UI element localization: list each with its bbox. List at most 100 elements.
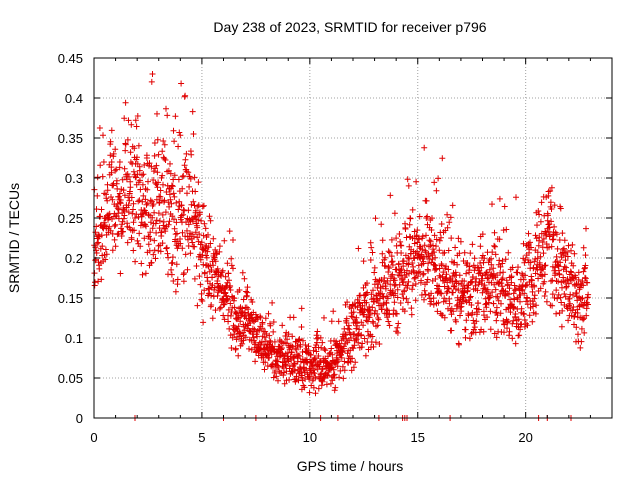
data-point xyxy=(136,197,143,204)
data-point xyxy=(570,262,577,269)
data-point xyxy=(200,319,207,326)
data-point xyxy=(386,249,393,256)
data-point xyxy=(527,259,534,266)
data-point xyxy=(494,312,501,319)
data-point xyxy=(506,328,513,335)
data-point xyxy=(129,210,136,217)
data-point xyxy=(147,219,154,226)
data-point xyxy=(208,292,214,299)
data-point xyxy=(161,155,168,162)
data-point xyxy=(93,250,100,256)
data-point xyxy=(482,301,489,308)
data-point xyxy=(428,290,435,297)
data-point xyxy=(154,169,161,176)
data-point xyxy=(164,112,171,119)
data-point xyxy=(436,237,443,244)
data-point xyxy=(379,250,386,257)
data-point xyxy=(170,278,177,284)
data-point xyxy=(507,309,514,316)
x-tick-label: 0 xyxy=(90,430,97,445)
x-tick-label: 20 xyxy=(518,430,532,445)
data-point xyxy=(112,243,119,250)
data-point xyxy=(538,199,545,206)
data-point xyxy=(190,233,197,240)
data-point xyxy=(230,237,236,243)
data-point xyxy=(202,225,209,232)
data-point xyxy=(126,173,132,180)
data-point xyxy=(360,322,367,329)
data-point xyxy=(444,211,451,218)
data-point xyxy=(496,257,503,264)
data-point xyxy=(187,250,194,257)
data-point xyxy=(226,228,233,235)
data-point xyxy=(107,227,114,234)
data-point xyxy=(440,269,447,276)
x-axis-title: GPS time / hours xyxy=(297,458,404,474)
data-point xyxy=(370,320,377,326)
data-point xyxy=(290,314,297,321)
data-point xyxy=(382,285,389,292)
data-point xyxy=(516,332,523,339)
data-point xyxy=(340,375,347,382)
data-point xyxy=(108,159,115,165)
data-point xyxy=(292,367,298,374)
data-point xyxy=(152,220,159,227)
data-point xyxy=(184,190,190,197)
data-point xyxy=(199,298,206,304)
data-point xyxy=(563,284,570,291)
data-point xyxy=(173,219,180,226)
data-point xyxy=(292,378,299,385)
y-tick-label: 0.35 xyxy=(58,131,83,146)
data-point xyxy=(195,217,202,223)
data-point xyxy=(496,195,503,202)
data-point xyxy=(462,334,469,341)
data-point xyxy=(425,260,432,267)
data-point xyxy=(227,300,234,307)
data-point xyxy=(405,278,412,285)
data-point xyxy=(497,290,504,297)
data-point xyxy=(472,282,479,289)
data-point xyxy=(404,282,411,289)
data-point xyxy=(95,239,102,246)
data-point xyxy=(178,80,185,87)
data-point xyxy=(200,202,207,209)
data-point xyxy=(156,225,163,232)
data-point xyxy=(310,384,317,391)
data-point xyxy=(130,168,137,175)
data-point xyxy=(498,276,505,283)
data-point xyxy=(582,274,588,281)
data-point xyxy=(378,221,385,228)
x-tick-label: 5 xyxy=(198,430,205,445)
data-point xyxy=(585,291,592,298)
data-point xyxy=(454,261,461,268)
data-point xyxy=(510,290,517,297)
data-point xyxy=(330,366,337,373)
data-point xyxy=(418,292,425,298)
data-point xyxy=(430,301,437,308)
data-point xyxy=(461,278,468,285)
data-point xyxy=(150,201,157,208)
data-point xyxy=(537,285,544,292)
data-point xyxy=(109,196,116,203)
data-point xyxy=(488,255,495,262)
data-point xyxy=(385,318,392,325)
data-point xyxy=(259,319,266,326)
data-point xyxy=(537,261,543,268)
data-point xyxy=(450,308,457,315)
data-point xyxy=(354,304,361,311)
data-point xyxy=(184,227,190,234)
data-point xyxy=(517,292,524,298)
data-point xyxy=(190,198,197,205)
data-point xyxy=(391,277,398,284)
data-point xyxy=(212,258,219,265)
data-point xyxy=(431,232,438,239)
data-point xyxy=(151,152,158,159)
data-point xyxy=(541,278,548,285)
data-point xyxy=(561,245,567,252)
data-point xyxy=(344,325,351,332)
data-point xyxy=(104,197,111,204)
data-point xyxy=(100,159,107,165)
data-point xyxy=(117,270,124,277)
data-point xyxy=(266,337,273,344)
data-point xyxy=(154,136,161,143)
